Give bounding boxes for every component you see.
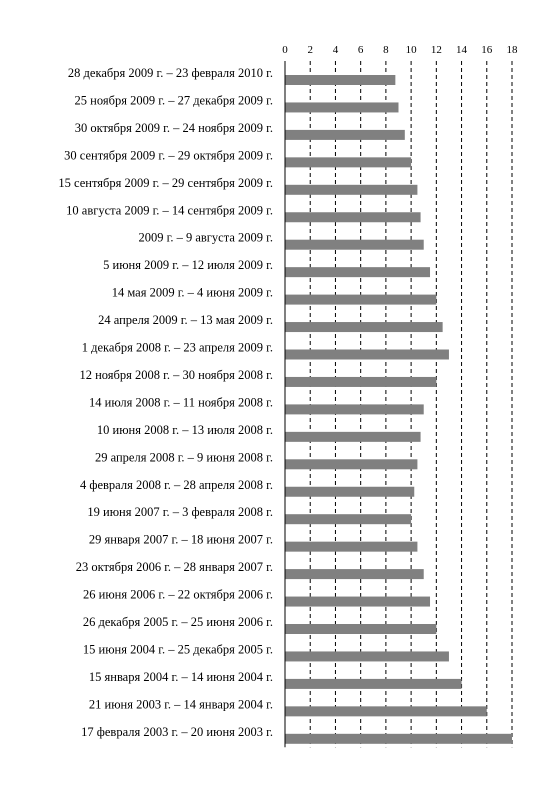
category-label: 15 июня 2004 г. – 25 декабря 2005 г.	[83, 642, 273, 656]
category-label: 21 июня 2003 г. – 14 января 2004 г.	[89, 697, 273, 711]
bar	[285, 459, 418, 470]
x-tick-label: 14	[456, 44, 468, 56]
category-label: 30 сентября 2009 г. – 29 октября 2009 г.	[64, 148, 273, 162]
category-label: 10 августа 2009 г. – 14 сентября 2009 г.	[66, 203, 273, 217]
bar	[285, 624, 437, 634]
category-label: 17 февраля 2003 г. – 20 июня 2003 г.	[81, 725, 273, 739]
category-label: 23 октября 2006 г. – 28 января 2007 г.	[76, 560, 273, 574]
bar	[285, 129, 405, 140]
bar	[285, 157, 412, 168]
x-tick-label: 10	[406, 44, 418, 56]
x-tick-label: 12	[431, 44, 442, 56]
bar	[285, 486, 415, 497]
bar	[285, 706, 487, 717]
bar	[285, 431, 421, 442]
category-label: 1 декабря 2008 г. – 23 апреля 2009 г.	[82, 341, 273, 355]
category-label: 14 мая 2009 г. – 4 июня 2009 г.	[112, 286, 273, 300]
grid-lines	[309, 61, 513, 748]
bar	[285, 514, 412, 525]
bar	[285, 349, 449, 360]
category-label: 15 сентября 2009 г. – 29 сентября 2009 г…	[58, 176, 273, 190]
bar	[285, 75, 396, 85]
bar	[285, 404, 424, 415]
bar	[285, 212, 421, 223]
x-tick-label: 0	[282, 44, 288, 56]
category-label: 26 декабря 2005 г. – 25 июня 2006 г.	[83, 615, 273, 629]
bar	[285, 678, 462, 689]
x-tick-label: 4	[333, 44, 339, 56]
bar	[285, 184, 418, 195]
bar	[285, 569, 424, 580]
category-label: 19 июня 2007 г. – 3 февраля 2008 г.	[87, 505, 273, 519]
bar	[285, 239, 424, 250]
bar	[285, 102, 399, 113]
category-label: 15 января 2004 г. – 14 июня 2004 г.	[89, 670, 273, 684]
x-axis-tick-labels: 0 2 4 6 8 10 12 14 16 18	[282, 44, 518, 56]
category-label: 25 ноября 2009 г. – 27 декабря 2009 г.	[75, 93, 273, 107]
category-label: 29 апреля 2008 г. – 9 июня 2008 г.	[95, 450, 273, 464]
category-label: 30 октября 2009 г. – 24 ноября 2009 г.	[75, 121, 273, 135]
x-tick-label: 6	[358, 44, 364, 56]
category-label: 5 июня 2009 г. – 12 июля 2009 г.	[103, 258, 273, 272]
x-tick-label: 18	[507, 44, 519, 56]
category-label: 2009 г. – 9 августа 2009 г.	[139, 231, 273, 245]
bar	[285, 541, 418, 552]
bar	[285, 651, 449, 662]
category-labels: 28 декабря 2009 г. – 23 февраля 2010 г. 2…	[58, 66, 273, 739]
category-label: 10 июня 2008 г. – 13 июля 2008 г.	[97, 423, 273, 437]
category-label: 28 декабря 2009 г. – 23 февраля 2010 г.	[68, 66, 273, 80]
bar	[285, 596, 431, 607]
category-label: 4 февраля 2008 г. – 28 апреля 2008 г.	[80, 478, 273, 492]
bar	[285, 733, 512, 744]
x-tick-label: 8	[383, 44, 389, 56]
x-tick-label: 2	[307, 44, 313, 56]
bar	[285, 294, 437, 305]
bar	[285, 322, 443, 333]
bar	[285, 267, 431, 278]
category-label: 12 ноября 2008 г. – 30 ноября 2008 г.	[79, 368, 273, 382]
bar	[285, 376, 437, 387]
category-label: 29 января 2007 г. – 18 июня 2007 г.	[89, 533, 273, 547]
category-label: 24 апреля 2009 г. – 13 мая 2009 г.	[98, 313, 273, 327]
bars	[285, 75, 512, 744]
x-tick-label: 16	[481, 44, 493, 56]
category-label: 26 июня 2006 г. – 22 октября 2006 г.	[83, 588, 273, 602]
category-label: 14 июля 2008 г. – 11 ноября 2008 г.	[89, 395, 273, 409]
